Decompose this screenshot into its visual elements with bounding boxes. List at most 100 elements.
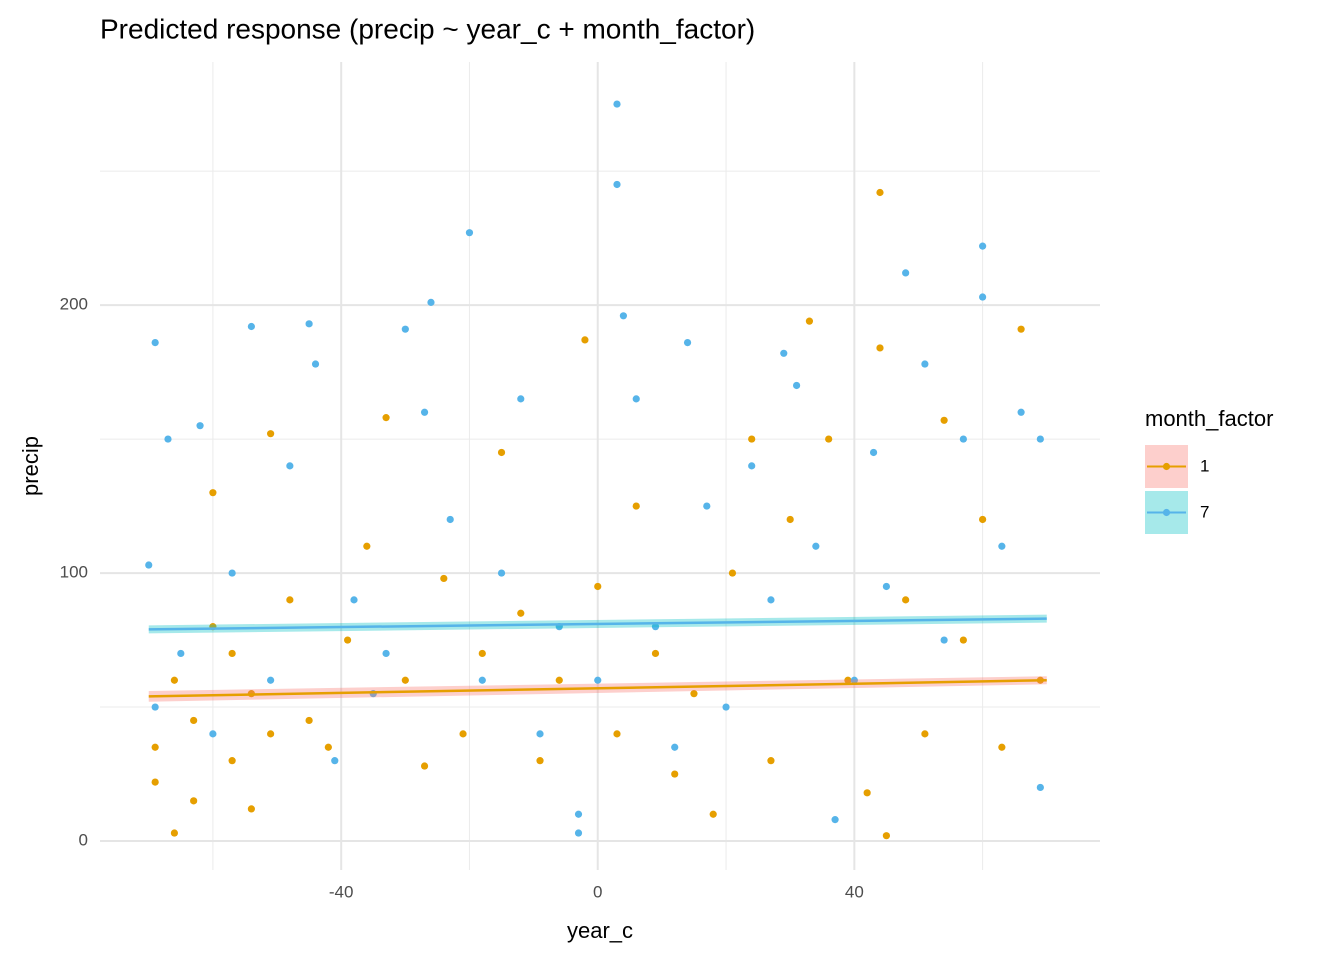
point — [420, 408, 429, 416]
point — [151, 778, 159, 786]
fit-line — [148, 617, 1047, 631]
legend-key-point — [1162, 462, 1171, 471]
point — [882, 832, 891, 840]
point — [190, 797, 198, 805]
y-tick-label: 0 — [79, 831, 88, 850]
point — [209, 730, 217, 738]
point — [613, 180, 621, 189]
point — [536, 730, 544, 738]
point — [979, 515, 987, 524]
point — [517, 609, 525, 617]
y-tick-label: 200 — [60, 295, 88, 314]
point — [632, 395, 640, 403]
point — [921, 360, 929, 368]
point — [151, 743, 159, 751]
point — [267, 730, 275, 738]
point — [683, 338, 692, 347]
point — [940, 416, 948, 424]
point — [850, 676, 858, 684]
point — [940, 636, 948, 644]
legend-title: month_factor — [1145, 406, 1273, 431]
point — [876, 344, 884, 352]
point — [921, 730, 929, 738]
point — [979, 293, 987, 301]
point — [619, 312, 628, 320]
point — [170, 676, 179, 684]
point — [574, 829, 583, 837]
legend-key-point — [1162, 508, 1171, 517]
point — [305, 320, 313, 328]
point — [1036, 435, 1044, 443]
point — [998, 542, 1006, 550]
point — [151, 338, 159, 347]
point — [805, 317, 814, 325]
point — [998, 743, 1006, 751]
y-axis-label: precip — [18, 436, 43, 496]
legend-label: 7 — [1200, 502, 1209, 521]
point — [767, 757, 775, 765]
point — [555, 676, 563, 684]
point — [343, 636, 352, 644]
y-tick-label: 100 — [60, 563, 88, 582]
point — [574, 810, 583, 818]
point — [267, 676, 275, 684]
point — [613, 100, 621, 108]
point — [844, 676, 852, 684]
point — [825, 435, 833, 443]
point — [196, 422, 204, 430]
point — [170, 829, 179, 837]
point — [1017, 325, 1025, 333]
point — [613, 730, 621, 738]
point — [401, 676, 409, 684]
point — [305, 716, 313, 725]
point — [382, 414, 390, 422]
point — [247, 805, 255, 813]
point — [876, 188, 884, 197]
point — [536, 757, 544, 765]
point — [748, 435, 756, 443]
point — [793, 381, 801, 390]
point — [671, 743, 679, 751]
point — [869, 448, 878, 457]
point — [703, 502, 711, 510]
fit-line — [148, 679, 1047, 698]
x-tick-label: 0 — [593, 882, 602, 901]
point — [331, 757, 339, 765]
point — [363, 542, 371, 550]
point — [959, 435, 967, 443]
point — [709, 810, 717, 818]
point — [311, 360, 320, 368]
point — [748, 462, 756, 470]
point — [350, 596, 358, 604]
point — [517, 395, 525, 403]
point — [902, 269, 910, 277]
point — [478, 676, 486, 684]
point — [209, 489, 217, 497]
point — [959, 636, 967, 644]
point — [382, 649, 390, 658]
point — [427, 298, 435, 306]
point — [459, 730, 467, 738]
point — [651, 623, 660, 631]
point — [286, 462, 294, 470]
point — [594, 582, 602, 591]
point — [728, 569, 737, 577]
point — [190, 716, 198, 725]
x-tick-label: -40 — [329, 882, 354, 901]
point — [581, 336, 589, 344]
point — [177, 649, 185, 658]
point — [440, 574, 448, 583]
point — [722, 703, 730, 711]
point — [812, 542, 820, 550]
point — [286, 596, 294, 604]
point — [671, 770, 679, 778]
point — [247, 322, 255, 331]
point — [690, 690, 698, 698]
point — [228, 569, 236, 577]
point — [151, 703, 159, 711]
point — [497, 569, 506, 577]
point — [863, 789, 871, 797]
chart-title: Predicted response (precip ~ year_c + mo… — [100, 13, 755, 44]
point — [594, 676, 602, 684]
point — [979, 242, 987, 250]
